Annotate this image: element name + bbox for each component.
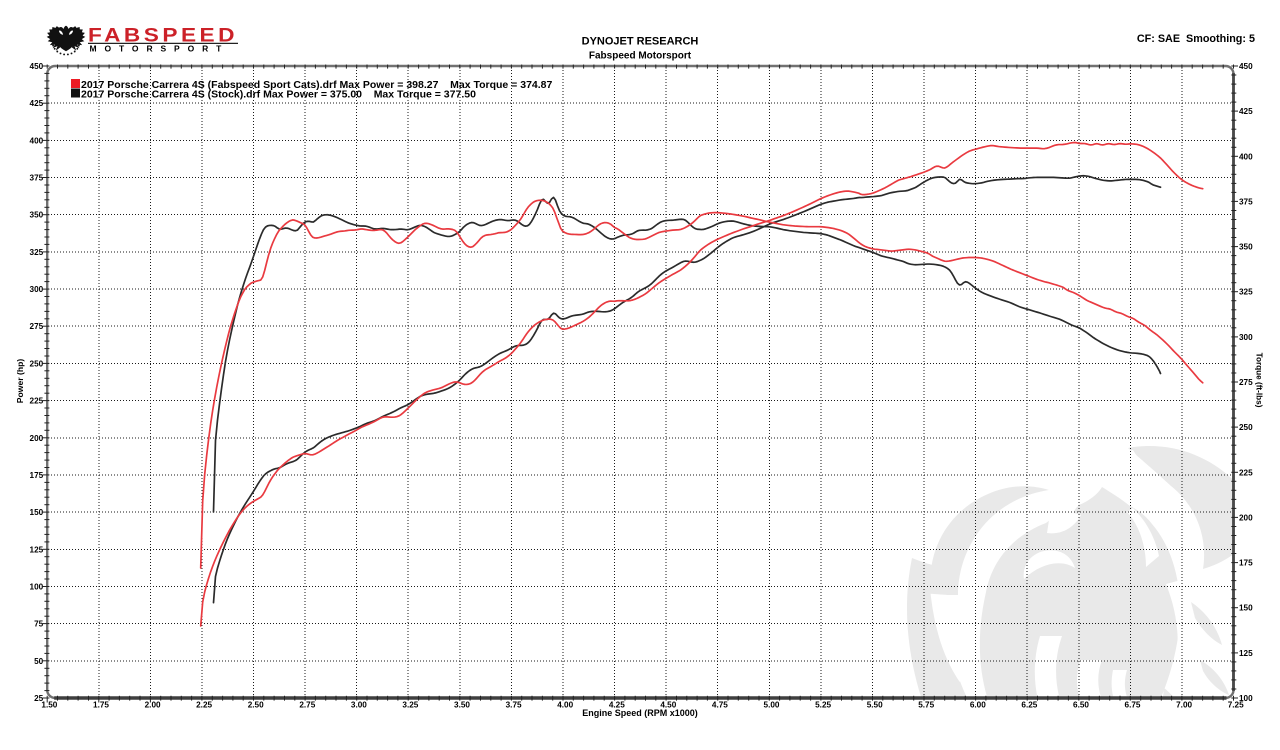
svg-text:325: 325 [1239,288,1253,297]
svg-text:7.00: 7.00 [1176,701,1192,710]
svg-text:1.50: 1.50 [41,701,57,710]
svg-text:200: 200 [30,434,44,443]
svg-text:275: 275 [30,322,44,331]
svg-text:125: 125 [1239,649,1253,658]
svg-text:Power (hp): Power (hp) [15,359,25,404]
svg-text:2017 Porsche Carrera 4S (Fabsp: 2017 Porsche Carrera 4S (Fabspeed Sport … [81,79,553,91]
svg-text:3.50: 3.50 [454,701,470,710]
svg-text:175: 175 [30,471,44,480]
svg-text:4.25: 4.25 [609,701,625,710]
svg-text:225: 225 [30,397,44,406]
svg-text:MOTORSPORT: MOTORSPORT [90,44,230,54]
svg-text:275: 275 [1239,378,1253,387]
svg-text:100: 100 [1239,694,1253,703]
svg-text:2.00: 2.00 [145,701,161,710]
svg-text:250: 250 [1239,423,1253,432]
svg-text:2017 Porsche Carrera 4S (Stock: 2017 Porsche Carrera 4S (Stock).drf Max … [81,89,476,101]
svg-text:2.25: 2.25 [196,701,212,710]
svg-text:100: 100 [30,583,44,592]
svg-text:50: 50 [34,657,44,666]
svg-text:250: 250 [30,359,44,368]
svg-text:375: 375 [1239,197,1253,206]
svg-text:425: 425 [30,99,44,108]
svg-text:FABSPEED: FABSPEED [88,25,238,47]
svg-text:375: 375 [30,174,44,183]
svg-text:125: 125 [30,545,44,554]
svg-text:3.25: 3.25 [402,701,418,710]
svg-text:400: 400 [30,136,44,145]
svg-text:300: 300 [1239,333,1253,342]
svg-text:200: 200 [1239,513,1253,522]
svg-text:25: 25 [34,694,44,703]
svg-text:Engine Speed (RPM x1000): Engine Speed (RPM x1000) [582,708,698,718]
svg-text:5.50: 5.50 [867,701,883,710]
svg-text:5.75: 5.75 [918,701,934,710]
svg-text:150: 150 [1239,604,1253,613]
svg-text:5.25: 5.25 [815,701,831,710]
svg-text:450: 450 [30,62,44,71]
svg-text:300: 300 [30,285,44,294]
svg-text:CF: SAE Smoothing: 5: CF: SAE Smoothing: 5 [1137,33,1255,45]
svg-text:400: 400 [1239,152,1253,161]
svg-text:325: 325 [30,248,44,257]
svg-text:175: 175 [1239,559,1253,568]
svg-text:225: 225 [1239,468,1253,477]
svg-text:4.00: 4.00 [557,701,573,710]
svg-text:350: 350 [30,211,44,220]
svg-text:150: 150 [30,508,44,517]
svg-text:75: 75 [34,620,44,629]
svg-text:6.00: 6.00 [970,701,986,710]
svg-text:1.75: 1.75 [93,701,109,710]
svg-text:425: 425 [1239,107,1253,116]
svg-text:DYNOJET RESEARCH: DYNOJET RESEARCH [582,36,699,48]
svg-text:4.75: 4.75 [712,701,728,710]
svg-text:7.25: 7.25 [1228,701,1244,710]
svg-text:2.50: 2.50 [248,701,264,710]
svg-text:Torque (ft-lbs): Torque (ft-lbs) [1255,353,1264,408]
svg-text:3.00: 3.00 [351,701,367,710]
svg-text:5.00: 5.00 [764,701,780,710]
svg-text:4.50: 4.50 [660,701,676,710]
svg-text:6.75: 6.75 [1125,701,1141,710]
svg-text:Fabspeed Motorsport: Fabspeed Motorsport [589,51,692,62]
svg-text:6.25: 6.25 [1021,701,1037,710]
svg-text:350: 350 [1239,243,1253,252]
svg-text:3.75: 3.75 [506,701,522,710]
svg-text:6.50: 6.50 [1073,701,1089,710]
svg-text:2.75: 2.75 [299,701,315,710]
svg-text:450: 450 [1239,62,1253,71]
